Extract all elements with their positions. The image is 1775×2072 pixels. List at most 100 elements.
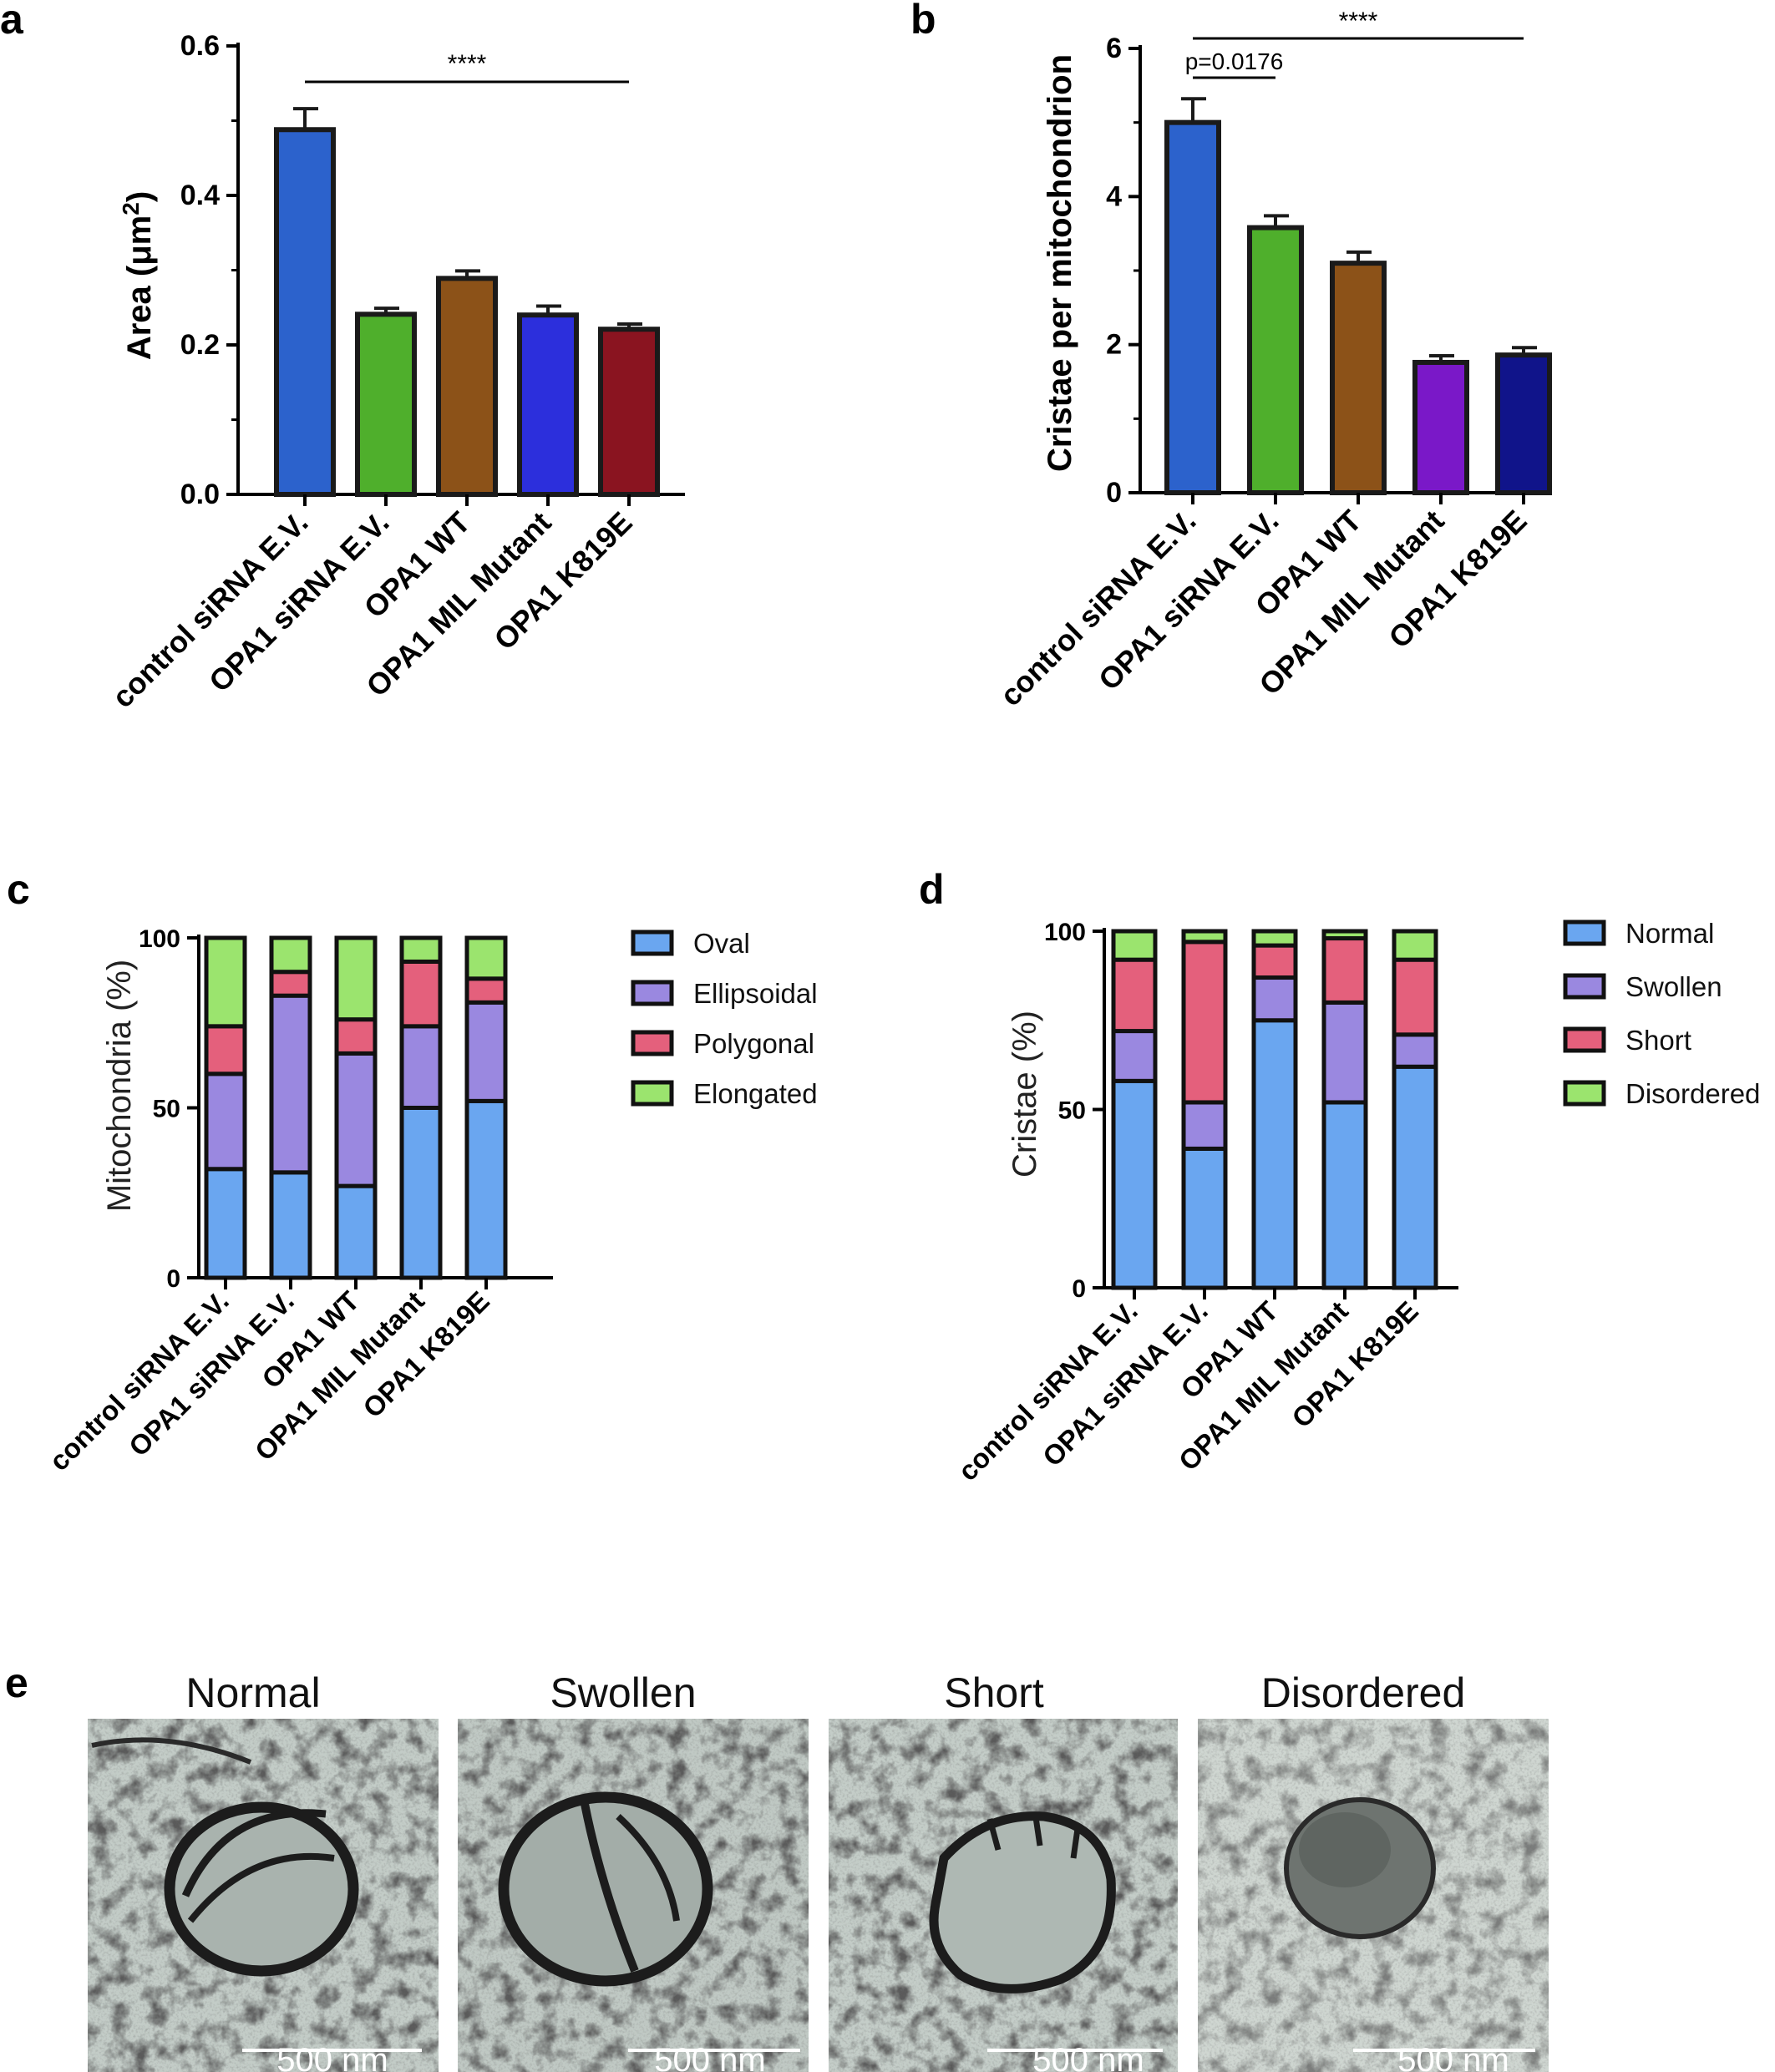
bar-segment-oval: [204, 1167, 247, 1280]
bar-control-sirna-e-v: [274, 127, 336, 498]
bar-segment-normal: [1321, 1100, 1368, 1290]
legend-swatch-elongated: [631, 1080, 674, 1107]
legend-label-elongated: Elongated: [693, 1078, 818, 1109]
bar-segment-short: [1251, 943, 1298, 980]
bar-segment-elongated: [269, 935, 312, 975]
y-tick-label: 0.0: [180, 479, 220, 510]
y-tick-label: 50: [1058, 1097, 1086, 1125]
legend-label-normal: Normal: [1625, 918, 1714, 949]
bar-segment-ellipsoidal: [464, 1000, 508, 1103]
bar-segment-short: [1181, 940, 1228, 1105]
legend-swatch-short: [1563, 1026, 1606, 1053]
bar-segment-elongated: [204, 935, 247, 1029]
micrograph-title-disordered: Disordered: [1261, 1669, 1466, 1716]
bar-segment-disordered: [1392, 929, 1438, 962]
y-tick-label: 50: [153, 1096, 180, 1123]
micrograph-title-normal: Normal: [185, 1669, 320, 1716]
scale-bar-label: 500 nm: [1397, 2042, 1509, 2072]
bar-segment-swollen: [1181, 1100, 1228, 1151]
micrograph-title-short: Short: [944, 1669, 1044, 1716]
legend-swatch-swollen: [1563, 973, 1606, 1000]
y-tick-label: 0: [1072, 1275, 1086, 1303]
bar-segment-oval: [334, 1183, 378, 1280]
significance-stars: ****: [448, 50, 487, 78]
legend-swatch-ellipsoidal: [631, 980, 674, 1006]
bar-segment-elongated: [464, 935, 508, 981]
y-axis-label: Mitochondria (%): [101, 960, 138, 1212]
bar-segment-polygonal: [204, 1024, 247, 1077]
y-axis-label: Cristae (%): [1007, 1011, 1043, 1178]
bar-control-sirna-e-v: [1164, 119, 1221, 496]
legend-label-disordered: Disordered: [1625, 1078, 1760, 1109]
legend-swatch-normal: [1563, 919, 1606, 946]
panel-letter-d: d: [919, 866, 945, 913]
micrograph-normal: 500 nm: [88, 1719, 439, 2072]
legend-swatch-polygonal: [631, 1030, 674, 1056]
scale-bar-label: 500 nm: [1032, 2042, 1144, 2072]
bar-segment-oval: [399, 1106, 443, 1280]
y-tick-label: 0.6: [180, 30, 220, 62]
y-tick-label: 0.2: [180, 329, 220, 361]
bar-opa1-k819e: [1495, 352, 1552, 495]
legend-label-oval: Oval: [693, 928, 750, 959]
bar-segment-disordered: [1251, 929, 1298, 948]
bar-segment-normal: [1181, 1146, 1228, 1290]
micrograph-disordered: 500 nm: [1198, 1719, 1549, 2072]
bar-segment-swollen: [1392, 1032, 1438, 1069]
bar-segment-normal: [1251, 1018, 1298, 1290]
panel-letter-b: b: [910, 0, 936, 43]
legend-swatch-disordered: [1563, 1080, 1606, 1107]
y-tick-label: 0: [166, 1265, 180, 1293]
bar-segment-elongated: [334, 935, 378, 1022]
bar-segment-oval: [464, 1098, 508, 1280]
bar-segment-disordered: [1181, 929, 1228, 945]
y-axis-label: Cristae per mitochondrion: [1042, 54, 1078, 472]
bar-segment-disordered: [1321, 929, 1368, 941]
bar-opa1-mil-mutant: [517, 312, 579, 498]
bar-opa1-wt: [436, 276, 498, 497]
legend-label-ellipsoidal: Ellipsoidal: [693, 978, 818, 1009]
panel-letter-e: e: [5, 1659, 28, 1706]
y-tick-label: 0.4: [180, 180, 220, 211]
bar-segment-polygonal: [399, 959, 443, 1029]
scale-bar-label: 500 nm: [276, 2042, 388, 2072]
bar-opa1-sirna-e-v: [355, 312, 417, 497]
bar-segment-polygonal: [269, 970, 312, 998]
bar-segment-short: [1111, 957, 1158, 1034]
y-tick-label: 6: [1106, 33, 1122, 64]
bar-segment-ellipsoidal: [399, 1024, 443, 1110]
bar-opa1-wt: [1330, 261, 1387, 495]
y-tick-label: 4: [1106, 180, 1122, 212]
bar-segment-disordered: [1111, 929, 1158, 962]
bar-segment-elongated: [399, 935, 443, 964]
y-axis-label: Area (μm2): [118, 191, 158, 360]
bar-segment-swollen: [1321, 1000, 1368, 1105]
bar-segment-oval: [269, 1170, 312, 1280]
panel-letter-c: c: [7, 866, 30, 913]
micrograph-short: 500 nm: [829, 1719, 1178, 2072]
micrograph-swollen: 500 nm: [458, 1719, 809, 2072]
y-tick-label: 100: [139, 925, 180, 953]
legend-label-polygonal: Polygonal: [693, 1028, 814, 1059]
significance-stars: ****: [1339, 8, 1378, 35]
bar-segment-ellipsoidal: [334, 1051, 378, 1188]
bar-segment-normal: [1111, 1078, 1158, 1290]
legend-label-short: Short: [1625, 1025, 1691, 1056]
legend-label-swollen: Swollen: [1625, 971, 1722, 1002]
micrograph-title-swollen: Swollen: [550, 1669, 696, 1716]
panel-letter-a: a: [0, 0, 24, 43]
bar-segment-short: [1321, 936, 1368, 1005]
bar-segment-swollen: [1111, 1029, 1158, 1083]
bar-opa1-mil-mutant: [1412, 359, 1469, 495]
scale-bar-label: 500 nm: [654, 2042, 765, 2072]
bar-opa1-sirna-e-v: [1247, 225, 1304, 495]
bar-segment-short: [1392, 957, 1438, 1037]
bar-segment-polygonal: [464, 976, 508, 1005]
p-value-label: p=0.0176: [1185, 48, 1284, 74]
y-tick-label: 100: [1044, 919, 1086, 946]
